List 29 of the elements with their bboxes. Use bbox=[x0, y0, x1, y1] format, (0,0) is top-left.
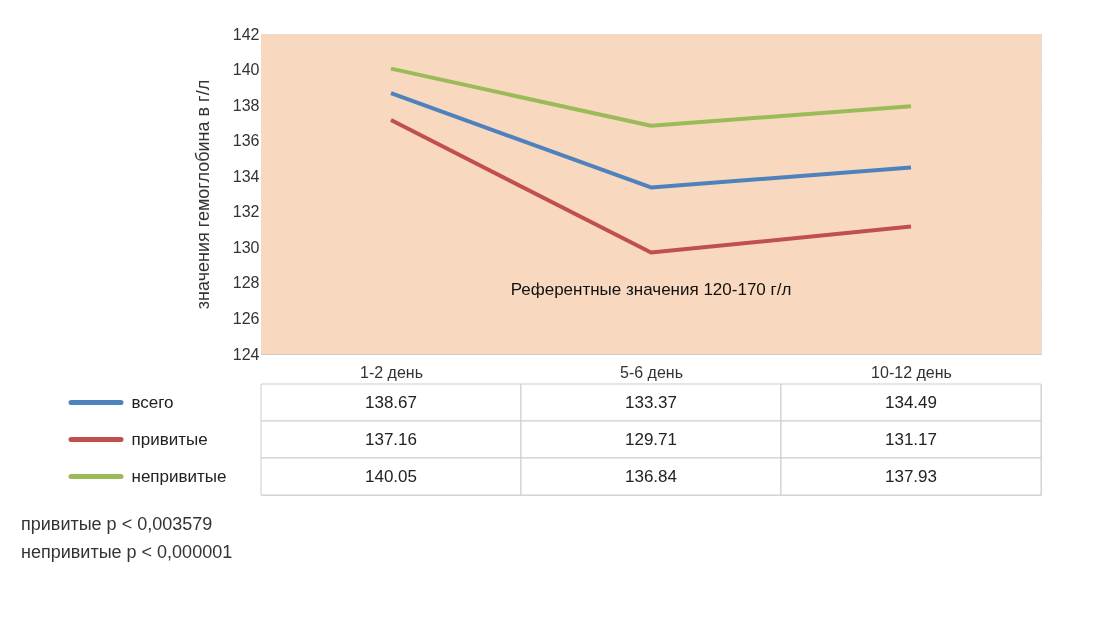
y-tick-label: 130 bbox=[232, 238, 260, 256]
x-tick-label: 1-2 день bbox=[360, 363, 423, 381]
data-label: 134.49 bbox=[885, 392, 937, 412]
data-label: 137.93 bbox=[885, 466, 937, 486]
y-tick-label: 126 bbox=[232, 309, 260, 327]
data-label: 136.84 bbox=[625, 466, 677, 486]
y-tick-label: 142 bbox=[232, 25, 260, 43]
y-tick-label: 140 bbox=[232, 61, 260, 79]
data-label: 133.37 bbox=[625, 392, 677, 412]
y-tick-label: 128 bbox=[232, 274, 260, 292]
data-label: 138.67 bbox=[365, 392, 417, 412]
text: привитые p < 0,003579 bbox=[21, 514, 213, 534]
y-axis-title: значения гемоглобина в г/л bbox=[192, 79, 213, 310]
data-label: 131.17 bbox=[885, 429, 937, 449]
band-label: Референтные значения 120-170 г/л bbox=[510, 280, 792, 299]
data-label: 137.16 bbox=[365, 429, 417, 449]
y-tick-label: 134 bbox=[232, 167, 260, 185]
data-label: 129.71 bbox=[625, 429, 677, 449]
legend-label: привитые bbox=[131, 429, 208, 449]
text: непривитые p < 0,000001 bbox=[21, 542, 233, 562]
y-tick-label: 138 bbox=[232, 96, 260, 114]
y-tick-label: 136 bbox=[232, 132, 260, 150]
data-label: 140.05 bbox=[365, 466, 417, 486]
legend-label: всего bbox=[131, 392, 174, 412]
legend-label: непривитые bbox=[131, 466, 227, 486]
y-tick-label: 132 bbox=[232, 203, 260, 221]
y-tick-label: 124 bbox=[232, 345, 260, 363]
x-tick-label: 5-6 день bbox=[620, 363, 683, 381]
x-tick-label: 10-12 день bbox=[871, 363, 952, 381]
